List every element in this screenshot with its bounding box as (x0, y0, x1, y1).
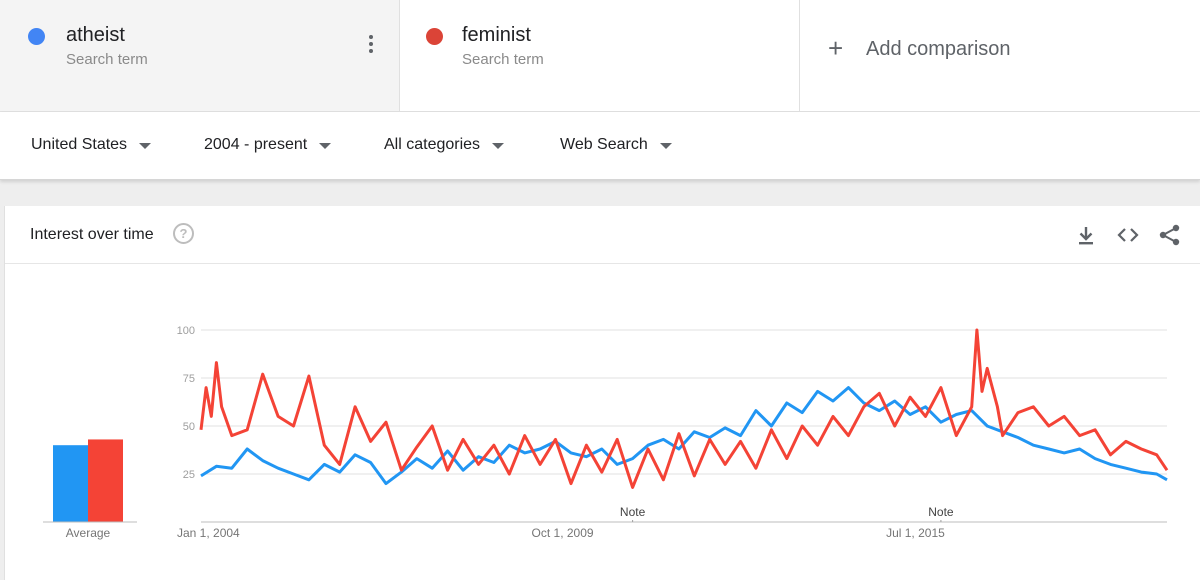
y-tick-label: 50 (183, 421, 195, 433)
average-bar-atheist (53, 445, 88, 522)
filter-time-range[interactable]: 2004 - present (204, 136, 332, 154)
chart-labels: 25 50 75 100 Jan 1, 2004 Oct 1, 2009 Jul 1, 20… (177, 325, 954, 540)
filter-category-label: All categories (384, 136, 481, 153)
caret-down-icon (319, 142, 332, 149)
term-name-atheist[interactable]: atheist (66, 24, 125, 46)
y-tick-label: 25 (183, 469, 195, 481)
y-tick-label: 100 (177, 325, 195, 337)
filter-time-range-label: 2004 - present (204, 136, 308, 153)
series-line-atheist[interactable] (200, 386, 1168, 486)
card-title: Interest over time (30, 226, 154, 243)
term-sub-feminist: Search term (462, 51, 544, 68)
more-options-icon[interactable] (365, 35, 377, 57)
plus-icon: + (828, 33, 844, 63)
term-name-feminist[interactable]: feminist (462, 24, 531, 46)
caret-down-icon (139, 142, 152, 149)
add-comparison-button[interactable]: + Add comparison (800, 0, 1200, 112)
x-tick-label: Jan 1, 2004 (177, 526, 240, 540)
average-bar-feminist (88, 439, 123, 522)
share-icon[interactable] (1157, 222, 1183, 248)
series-line-feminist[interactable] (199, 328, 1169, 489)
filter-search-type-label: Web Search (560, 136, 648, 153)
interest-over-time-card: Interest over time ? Average 25 50 75 100 Ja… (4, 206, 1200, 580)
filter-region-label: United States (31, 136, 128, 153)
filter-category[interactable]: All categories (384, 136, 505, 154)
term-card-atheist[interactable]: atheist Search term (0, 0, 400, 112)
card-header: Interest over time ? (5, 206, 1200, 264)
filters-bar: United States 2004 - present All categor… (0, 112, 1200, 180)
x-tick-label: Oct 1, 2009 (532, 526, 594, 540)
caret-down-icon (492, 142, 505, 149)
term-color-dot-feminist (426, 28, 443, 45)
note-label[interactable]: Note (928, 505, 954, 519)
chart-series (199, 328, 1169, 489)
average-bars: Average (43, 439, 137, 540)
search-terms-bar: atheist Search term feminist Search term… (0, 0, 1200, 112)
term-sub-atheist: Search term (66, 51, 148, 68)
chart-gridlines (201, 329, 1167, 523)
add-comparison-label: Add comparison (866, 38, 1011, 60)
average-label: Average (66, 526, 111, 540)
note-label[interactable]: Note (620, 505, 646, 519)
term-color-dot-atheist (28, 28, 45, 45)
filter-region[interactable]: United States (31, 136, 152, 154)
embed-code-icon[interactable] (1115, 222, 1141, 248)
filter-search-type[interactable]: Web Search (560, 136, 672, 154)
help-icon[interactable]: ? (173, 223, 194, 244)
term-card-feminist[interactable]: feminist Search term (400, 0, 800, 112)
caret-down-icon (659, 142, 672, 149)
download-icon[interactable] (1073, 222, 1099, 248)
interest-over-time-chart: Average 25 50 75 100 Jan 1, 2004 Oct 1, 2009 J… (43, 325, 1169, 540)
x-tick-label: Jul 1, 2015 (886, 526, 945, 540)
y-tick-label: 75 (183, 373, 195, 385)
